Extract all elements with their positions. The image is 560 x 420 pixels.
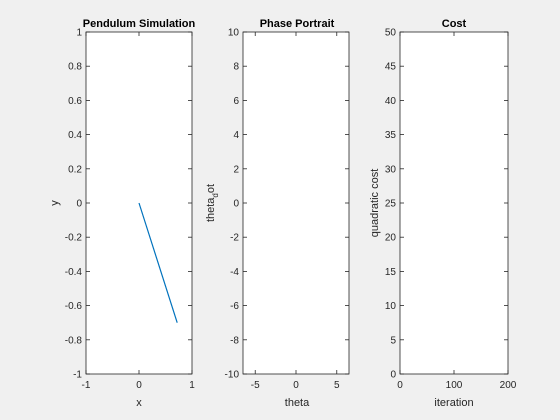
phase-ytick-label: -10: [225, 370, 240, 381]
pendulum-ytick-label: 0.4: [68, 130, 82, 141]
pendulum-ytick-label: -0.4: [65, 267, 83, 278]
cost-xtick-label: 100: [446, 380, 463, 391]
cost-ytick-label: 15: [385, 267, 397, 278]
phase-axes-box: [242, 31, 350, 375]
pendulum-ytick-label: -0.8: [65, 335, 83, 346]
phase-ylabel-sub: d: [211, 193, 220, 197]
pendulum-xtick-label: -1: [82, 380, 91, 391]
phase-ytick-label: -6: [230, 301, 239, 312]
pendulum-ytick-label: 1: [76, 28, 82, 39]
pendulum-ytick-label: -1: [73, 370, 82, 381]
phase-title: Phase Portrait: [260, 18, 335, 30]
cost-ytick-label: 10: [385, 301, 397, 312]
phase-ylabel: thetadot: [205, 184, 220, 222]
cost-ytick-label: 35: [385, 130, 397, 141]
phase-ytick-label: 8: [233, 62, 239, 73]
pendulum-xtick-label: 1: [189, 380, 195, 391]
cost-xtick-label: 200: [500, 380, 517, 391]
cost-xlabel: iteration: [434, 397, 473, 409]
phase-xtick-label: 0: [293, 380, 299, 391]
phase-ylabel-tail: ot: [205, 184, 217, 193]
pendulum-ytick-label: 0.8: [68, 62, 82, 73]
cost-axes-box: [399, 31, 509, 375]
phase-ytick-label: -8: [230, 335, 239, 346]
pendulum-ytick-label: -0.6: [65, 301, 83, 312]
cost-ytick-label: 5: [390, 335, 396, 346]
pendulum-ytick-label: 0.2: [68, 164, 82, 175]
cost-ytick-label: 25: [385, 199, 397, 210]
pendulum-title: Pendulum Simulation: [83, 18, 196, 30]
pendulum-xtick-label: 0: [136, 380, 142, 391]
cost-ytick-label: 50: [385, 28, 397, 39]
cost-ytick-label: 40: [385, 96, 397, 107]
subplot-phase-portrait: Phase Portrait theta thetadot: [205, 18, 335, 409]
phase-ytick-label: -2: [230, 233, 239, 244]
cost-ytick-label: 45: [385, 62, 397, 73]
cost-xtick-label: 0: [397, 380, 403, 391]
phase-ytick-label: 2: [233, 164, 239, 175]
cost-ytick-label: 30: [385, 164, 397, 175]
pendulum-ytick-label: 0: [76, 199, 82, 210]
cost-ylabel: quadratic cost: [369, 169, 381, 237]
cost-ytick-label: 0: [390, 370, 396, 381]
subplot-pendulum: Pendulum Simulation x y: [49, 18, 196, 409]
pendulum-ytick-label: 0.6: [68, 96, 82, 107]
pendulum-ylabel: y: [49, 200, 61, 206]
phase-xtick-label: 5: [334, 380, 340, 391]
phase-ytick-label: 0: [233, 199, 239, 210]
phase-xlabel: theta: [285, 397, 310, 409]
cost-title: Cost: [442, 18, 467, 30]
phase-ytick-label: 10: [228, 28, 240, 39]
cost-ytick-label: 20: [385, 233, 397, 244]
phase-ytick-label: 4: [233, 130, 239, 141]
phase-ylabel-main: theta: [205, 197, 217, 222]
phase-ytick-label: 6: [233, 96, 239, 107]
phase-xtick-label: -5: [251, 380, 260, 391]
pendulum-series-line: [138, 202, 178, 323]
subplot-cost: Cost iteration quadratic cost: [369, 18, 474, 409]
phase-ytick-label: -4: [230, 267, 239, 278]
pendulum-xlabel: x: [136, 397, 142, 409]
pendulum-ytick-label: -0.2: [65, 233, 83, 244]
